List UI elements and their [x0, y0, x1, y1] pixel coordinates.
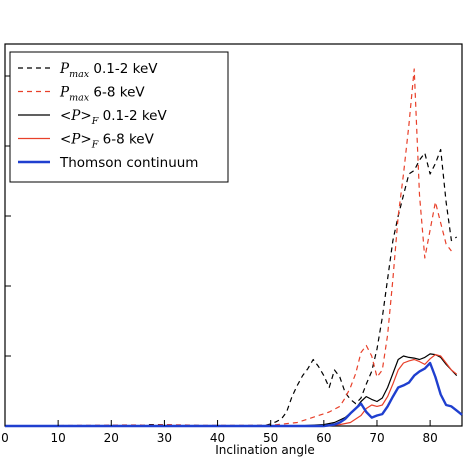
x-ticks: 0 10 20 30 40 50 60 70 80 — [1, 420, 438, 445]
series-line-3 — [5, 353, 458, 427]
series-line-2 — [4, 68, 452, 427]
x-tick-label: 50 — [263, 431, 278, 445]
x-tick-label: 10 — [50, 431, 65, 445]
series-line-5 — [5, 361, 463, 428]
legend-box — [9, 51, 229, 183]
legend-label-4: <P>F 6-8 keV — [60, 132, 155, 151]
legend-label-3: <P>F 0.1-2 keV — [60, 108, 167, 127]
x-tick-label: 70 — [369, 431, 384, 445]
x-tick-label: 20 — [104, 431, 119, 445]
legend-label-1: Pmax 0.1-2 keV — [59, 61, 158, 80]
x-tick-label: 0 — [1, 431, 9, 445]
series-group — [4, 68, 463, 428]
x-tick-label: 30 — [157, 431, 172, 445]
legend: Pmax 0.1-2 keV Pmax 6-8 keV <P>F 0.1-2 keV… — [9, 51, 229, 183]
legend-label-2: Pmax 6-8 keV — [59, 85, 145, 104]
x-tick-label: 80 — [422, 431, 437, 445]
x-tick-label: 40 — [210, 431, 225, 445]
x-tick-label: 60 — [316, 431, 331, 445]
legend-label-5: Thomson continuum — [59, 155, 198, 171]
x-axis-label: Inclination angle — [215, 443, 314, 457]
series-line-4 — [5, 354, 458, 427]
